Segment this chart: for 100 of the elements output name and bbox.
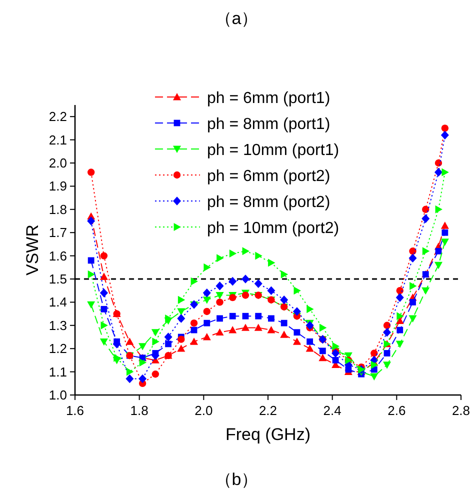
point xyxy=(318,354,327,362)
legend-label: ph = 6mm (port1) xyxy=(207,90,330,107)
x-tick-label: 2.4 xyxy=(323,403,342,418)
point xyxy=(177,344,186,352)
legend-label: ph = 8mm (port2) xyxy=(207,194,330,211)
y-tick-label: 1.4 xyxy=(48,294,67,310)
point xyxy=(177,308,186,316)
point xyxy=(370,350,378,357)
point xyxy=(242,247,250,256)
y-tick-label: 1.0 xyxy=(48,388,67,402)
point xyxy=(292,307,301,316)
point xyxy=(370,360,378,369)
point xyxy=(190,277,198,286)
point xyxy=(435,205,442,214)
point xyxy=(204,320,210,326)
point xyxy=(254,279,262,288)
point xyxy=(216,298,224,306)
point xyxy=(396,326,404,334)
y-tick-label: 1.9 xyxy=(48,178,67,194)
x-tick-label: 2.6 xyxy=(388,403,406,418)
point xyxy=(267,286,276,295)
point xyxy=(384,350,390,356)
point xyxy=(280,320,288,326)
point xyxy=(228,326,237,334)
point xyxy=(202,296,211,304)
point xyxy=(306,338,314,345)
x-axis-title: Freq (GHz) xyxy=(226,425,310,444)
point xyxy=(202,333,211,340)
legend-label: ph = 10mm (port2) xyxy=(207,220,340,237)
point xyxy=(267,326,276,334)
point xyxy=(100,306,108,312)
point xyxy=(165,340,172,348)
point xyxy=(434,159,442,167)
legend-label: ph = 6mm (port2) xyxy=(207,168,330,185)
point xyxy=(178,296,186,304)
point xyxy=(255,252,262,260)
point xyxy=(408,254,417,263)
point xyxy=(255,312,262,320)
point xyxy=(422,287,430,295)
point xyxy=(280,330,288,338)
point xyxy=(292,338,301,345)
point xyxy=(88,257,94,264)
point xyxy=(87,301,96,309)
point xyxy=(280,270,288,278)
y-tick-label: 1.5 xyxy=(48,272,67,286)
point xyxy=(306,344,314,352)
point xyxy=(396,340,404,348)
point xyxy=(441,124,449,132)
point xyxy=(410,299,416,306)
point xyxy=(434,262,442,270)
point xyxy=(126,374,134,384)
y-axis-title: VSWR xyxy=(23,224,42,276)
x-tick-label: 2.2 xyxy=(258,403,278,418)
point xyxy=(151,329,160,336)
point xyxy=(216,254,224,262)
point xyxy=(319,348,326,354)
point xyxy=(165,314,172,322)
point xyxy=(190,319,198,327)
y-tick-label: 2.0 xyxy=(48,156,67,170)
point xyxy=(370,373,378,380)
point xyxy=(242,312,249,320)
point xyxy=(396,293,404,302)
point xyxy=(442,229,448,236)
point xyxy=(126,338,134,345)
point xyxy=(396,312,404,320)
point xyxy=(139,358,147,367)
point xyxy=(383,322,391,329)
point xyxy=(216,315,223,322)
point xyxy=(434,168,442,177)
point xyxy=(152,370,160,378)
point xyxy=(280,295,288,304)
point xyxy=(100,338,108,346)
x-tick-label: 2.0 xyxy=(194,403,213,418)
point xyxy=(306,321,314,330)
point xyxy=(319,324,327,332)
point xyxy=(268,258,276,267)
point xyxy=(383,362,392,369)
point xyxy=(229,312,236,320)
point xyxy=(440,130,449,140)
point xyxy=(204,263,211,272)
point xyxy=(87,216,96,226)
point xyxy=(241,274,250,284)
y-tick-label: 2.1 xyxy=(48,132,67,148)
x-tick-label: 2.8 xyxy=(452,403,470,418)
point xyxy=(410,282,417,290)
point xyxy=(396,287,404,294)
point xyxy=(294,329,300,336)
point xyxy=(164,332,172,342)
point xyxy=(442,168,449,176)
point xyxy=(203,308,210,316)
point xyxy=(408,315,417,322)
point xyxy=(332,357,339,364)
x-tick-label: 1.8 xyxy=(130,403,148,418)
point xyxy=(126,368,134,376)
y-tick-label: 2.2 xyxy=(48,109,67,124)
point xyxy=(138,374,147,384)
x-tick-label: 1.6 xyxy=(66,403,84,418)
point xyxy=(100,321,108,330)
point xyxy=(216,292,224,300)
point xyxy=(229,249,237,258)
